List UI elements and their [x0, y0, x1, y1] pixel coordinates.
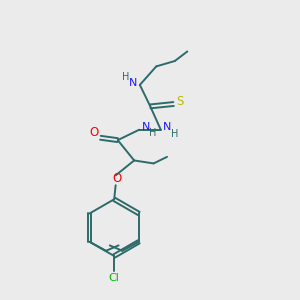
Text: O: O [112, 172, 121, 185]
Text: S: S [176, 94, 184, 107]
Text: H: H [122, 72, 129, 82]
Text: Cl: Cl [109, 272, 120, 283]
Text: O: O [89, 126, 98, 139]
Text: H: H [149, 128, 156, 138]
Text: H: H [170, 129, 178, 139]
Text: N: N [142, 122, 150, 132]
Text: N: N [163, 122, 172, 132]
Text: N: N [129, 77, 137, 88]
